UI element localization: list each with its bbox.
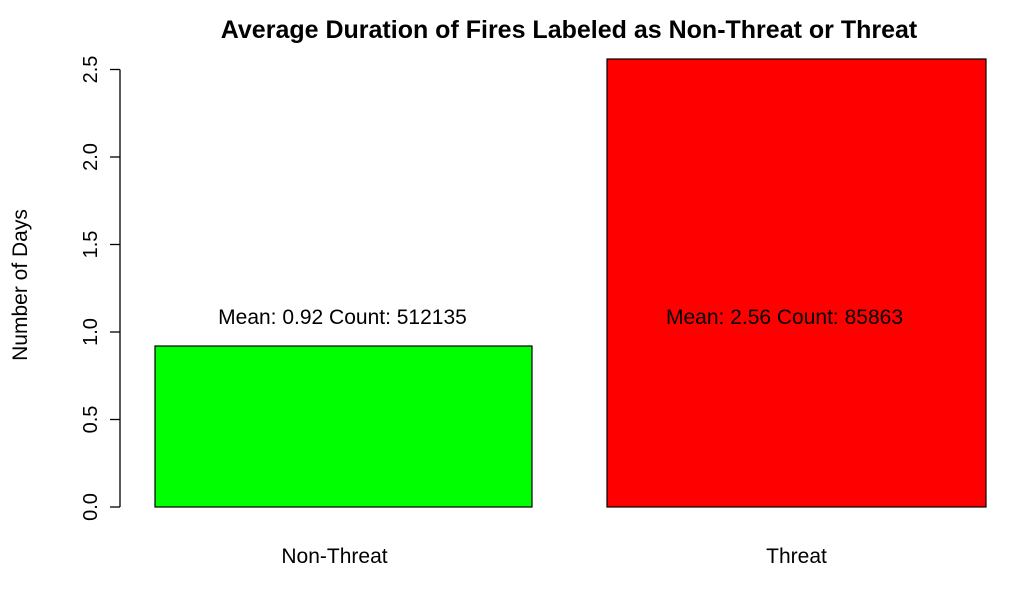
x-category-label: Threat [766, 545, 827, 568]
y-tick-label: 2.0 [80, 143, 102, 171]
y-axis: 0.0 0.5 1.0 1.5 2.0 2.5 [80, 56, 121, 521]
y-tick-label: 1.5 [80, 231, 102, 259]
bar-threat [606, 58, 987, 508]
bar-annotation: Mean: 2.56 Count: 85863 [666, 306, 903, 329]
chart-title: Average Duration of Fires Labeled as Non… [221, 16, 918, 44]
y-tick-label: 1.0 [80, 318, 102, 346]
bar-annotations: Mean: 0.92 Count: 512135 Mean: 2.56 Count… [218, 306, 903, 329]
x-category-label: Non-Threat [281, 545, 387, 568]
bar-non-threat [154, 345, 533, 508]
bar-annotation: Mean: 0.92 Count: 512135 [218, 306, 467, 329]
category-labels: Non-Threat Threat [281, 545, 827, 568]
y-tick-label: 0.0 [80, 493, 102, 521]
y-axis-label: Number of Days [9, 209, 32, 361]
y-tick-label: 0.5 [80, 406, 102, 434]
y-tick-label: 2.5 [80, 56, 102, 84]
bars [154, 58, 987, 508]
